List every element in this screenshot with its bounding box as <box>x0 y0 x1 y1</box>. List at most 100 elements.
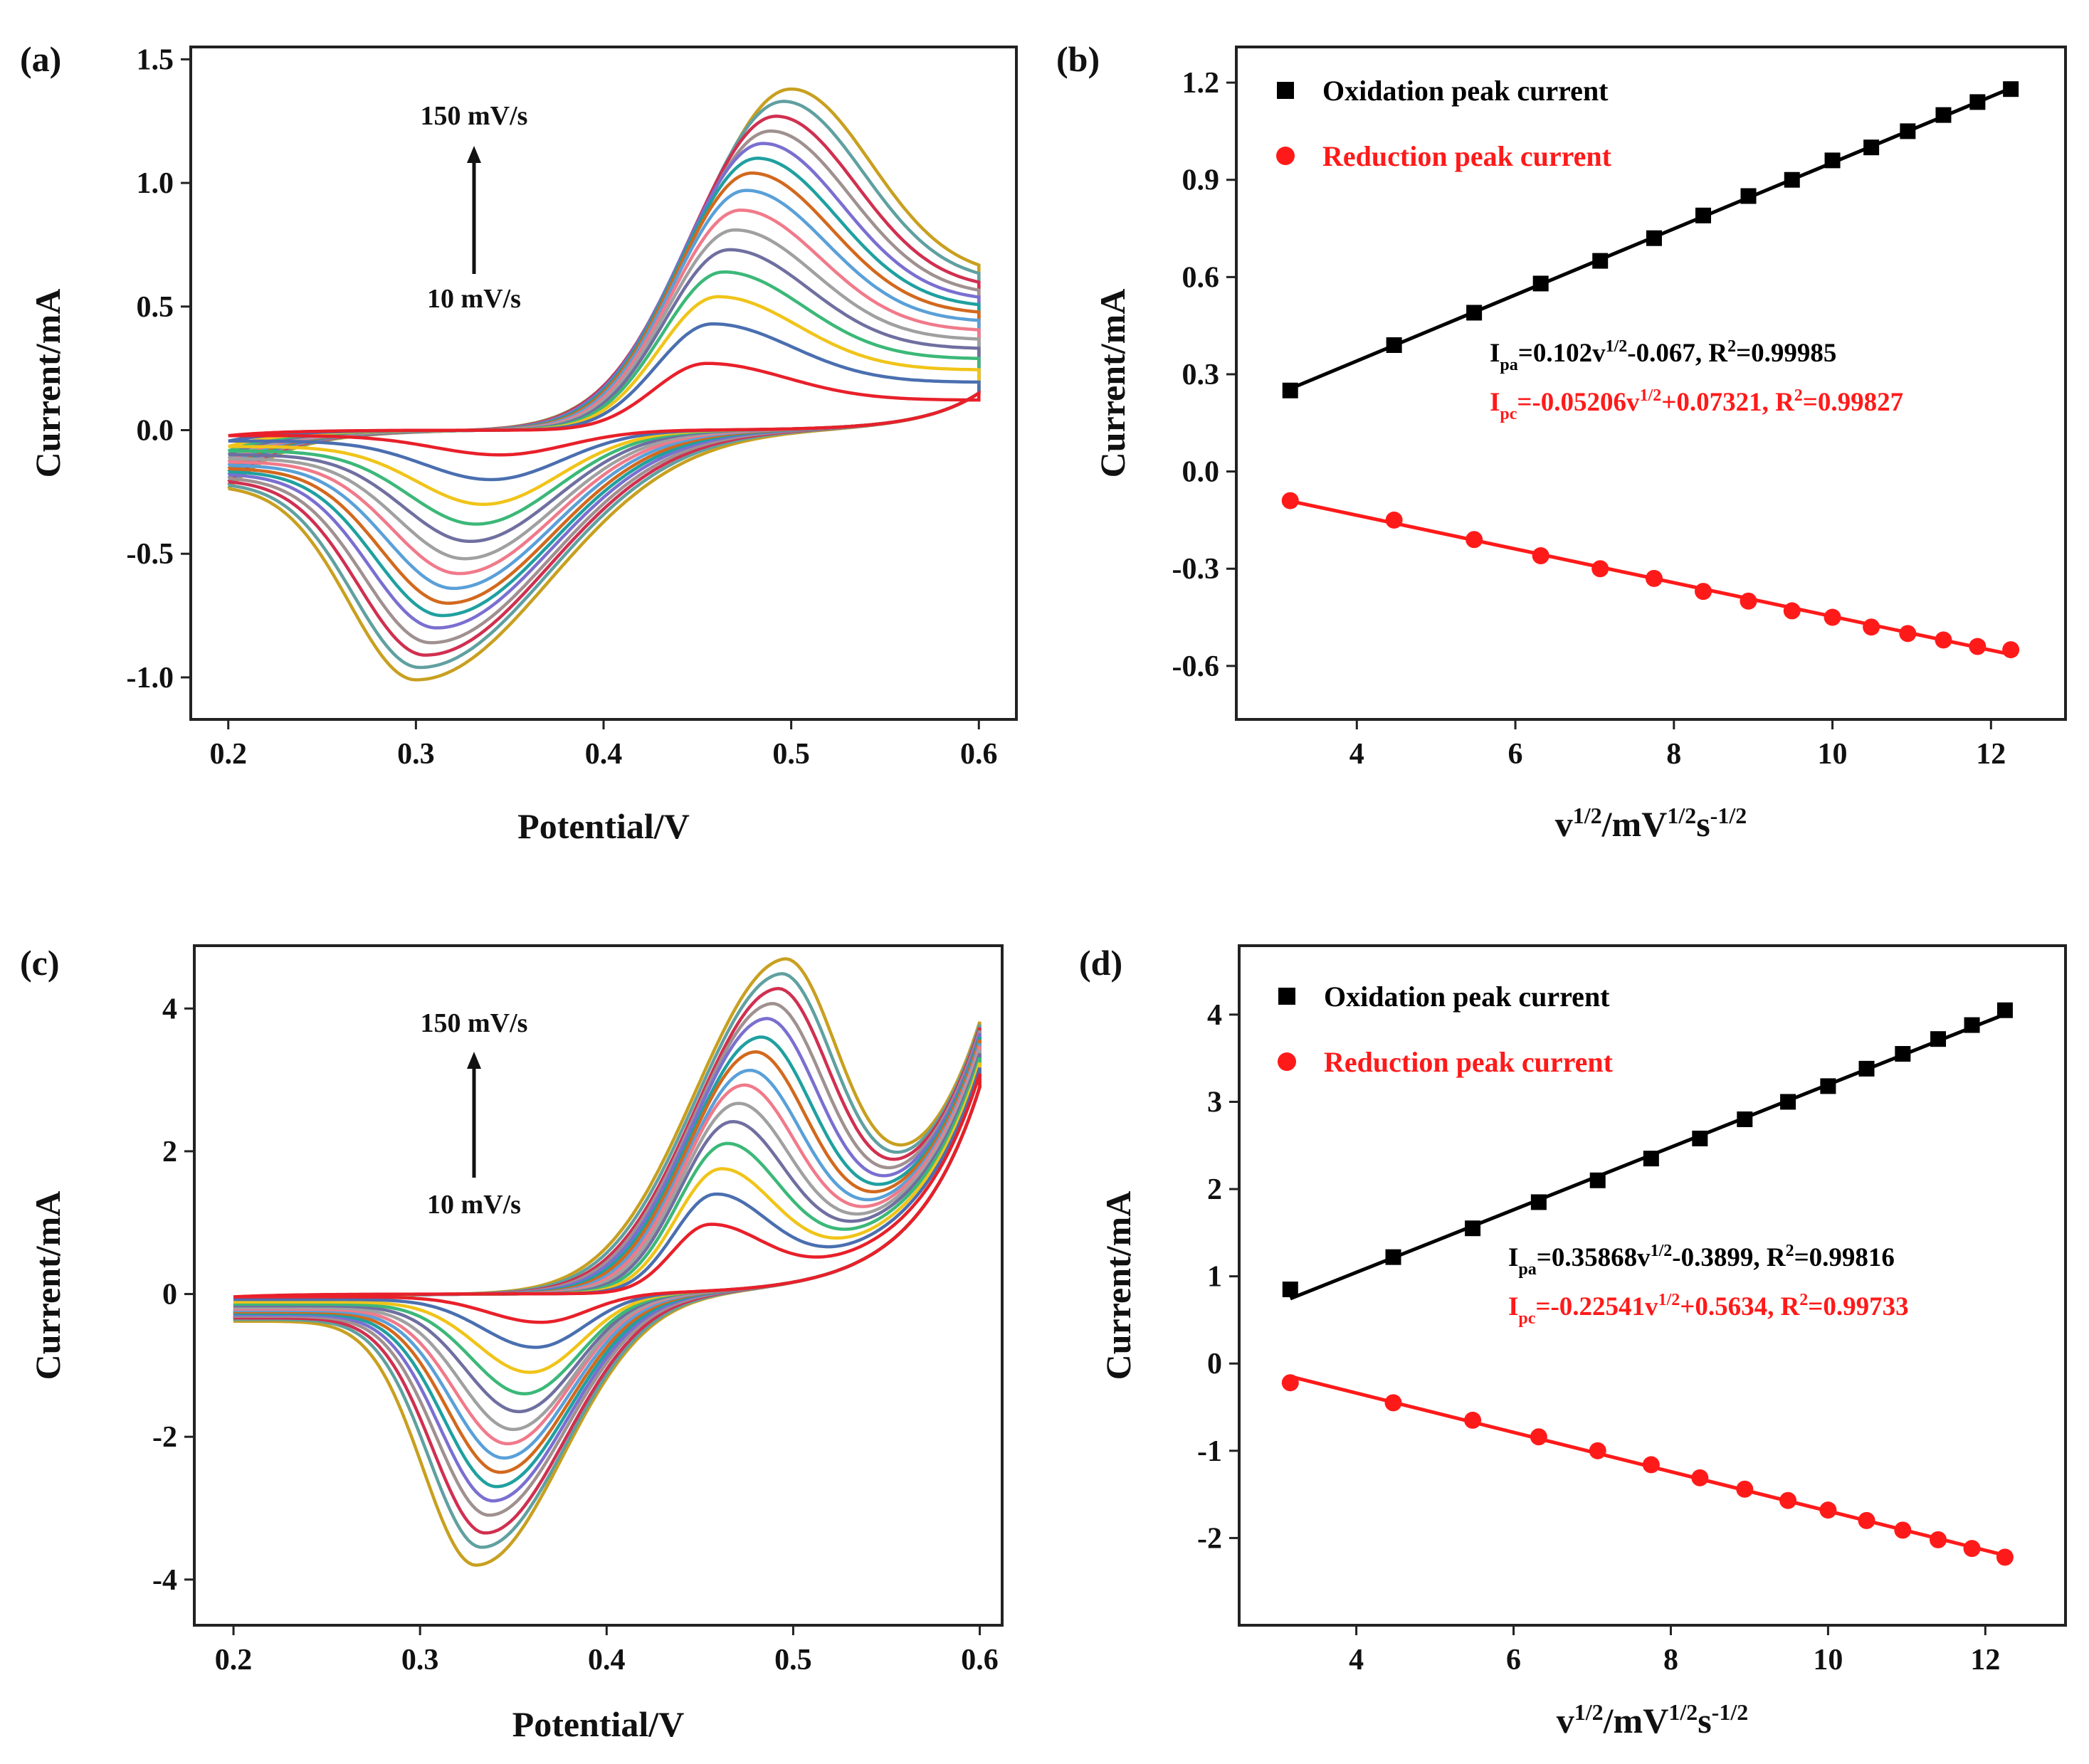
data-point-square <box>2003 81 2019 97</box>
reduction-series <box>1281 1374 2014 1566</box>
cv-curves <box>233 957 982 1567</box>
data-point-circle <box>1996 1548 2014 1566</box>
x-label-superscript: 1/2 <box>1574 1699 1604 1725</box>
fit-equation: Ipa=0.35868v1/2-0.3899, R2=0.99816 <box>1508 1242 1895 1279</box>
legend-square-icon <box>1278 988 1295 1005</box>
legend-label: Oxidation peak current <box>1324 981 1610 1013</box>
y-tick-label: -0.5 <box>127 538 174 571</box>
data-point-square <box>1969 94 1986 110</box>
legend-square-icon <box>1277 82 1294 99</box>
fit-equation: Ipa=0.102v1/2-0.067, R2=0.99985 <box>1490 337 1836 374</box>
data-point-square <box>1282 382 1298 398</box>
x-label-text: /mV <box>1603 1701 1669 1741</box>
y-tick-label: -0.6 <box>1172 650 1220 683</box>
y-tick-label: -1 <box>1197 1435 1222 1468</box>
x-tick-label: 0.5 <box>774 1644 812 1676</box>
data-point-square <box>1737 1111 1753 1127</box>
cv-curves <box>227 87 981 682</box>
data-point-square <box>1643 1151 1659 1167</box>
data-point-square <box>1863 139 1880 156</box>
x-label-superscript: -1/2 <box>1712 1699 1749 1725</box>
legend-label: Reduction peak current <box>1322 140 1612 172</box>
panel-d: (d)4 6 8 10 12-2-101234Current/mAv1/2/mV1/2s… <box>1079 943 2067 1741</box>
reduction-series <box>1281 492 2020 659</box>
fit-equation: Ipc=-0.22541v1/2+0.5634, R2=0.99733 <box>1508 1291 1909 1328</box>
x-label-superscript: 1/2 <box>1573 803 1602 828</box>
y-tick-label: 1 <box>1207 1261 1222 1294</box>
data-point-circle <box>1645 569 1663 587</box>
x-tick-label: 8 <box>1663 1644 1678 1676</box>
panel-label: (c) <box>20 943 60 983</box>
data-point-circle <box>1863 618 1880 636</box>
y-tick-label: 4 <box>162 993 177 1025</box>
y-tick-label: 1.2 <box>1182 67 1220 100</box>
x-tick-label: 12 <box>1970 1644 2000 1676</box>
cv-curve-1 <box>228 361 981 457</box>
panel-c: (c) 0.2 0.3 0.4 0.5 0.6 -4 -2 0 2 4 Current/mA Poten… <box>20 943 1004 1744</box>
equation-part: =0.35868v <box>1537 1243 1651 1272</box>
equation-part: =0.102v <box>1518 339 1606 368</box>
equation-part: =-0.05206v <box>1517 388 1640 417</box>
x-tick-label: 0.3 <box>401 1644 439 1676</box>
equation-part: 1/2 <box>1651 1242 1673 1260</box>
equation-part: 2 <box>1799 1291 1808 1309</box>
x-tick-label: 6 <box>1508 738 1523 771</box>
plot-frame <box>1238 944 2067 1627</box>
equation-part: I <box>1508 1292 1518 1321</box>
x-axis-label: v1/2/mV1/2s-1/2 <box>1557 1699 1748 1741</box>
data-point-square <box>1530 1194 1547 1210</box>
x-axis-label: Potential/V <box>512 1704 685 1744</box>
y-tick-label: 1.5 <box>137 43 174 76</box>
data-point-circle <box>1466 531 1483 549</box>
data-point-circle <box>1819 1501 1837 1519</box>
y-tick-label: 0.5 <box>137 291 174 324</box>
x-tick-label: 0.6 <box>960 738 998 771</box>
equation-part: =0.99827 <box>1803 388 1903 417</box>
x-axis-label: v1/2/mV1/2s-1/2 <box>1555 803 1747 844</box>
y-tick-label: -2 <box>152 1421 177 1454</box>
legend-circle-icon <box>1276 147 1295 165</box>
data-point-square <box>1282 1282 1298 1298</box>
x-label-text: /mV <box>1601 804 1668 844</box>
cv-curve-1 <box>233 1073 982 1324</box>
y-tick-label: -0.3 <box>1172 553 1220 586</box>
data-point-circle <box>1464 1411 1482 1429</box>
equation-part: +0.07321, R <box>1661 388 1795 417</box>
data-point-circle <box>1530 1428 1547 1446</box>
equation-part: pa <box>1500 356 1517 374</box>
plot-frame <box>189 46 1018 721</box>
y-tick-label: -1.0 <box>127 662 174 694</box>
data-point-square <box>1964 1017 1980 1033</box>
data-point-square <box>1465 1220 1481 1237</box>
equation-part: -0.067, R <box>1627 339 1728 368</box>
annotation-150mvs: 150 mV/s <box>421 1008 528 1038</box>
data-point-circle <box>1824 608 1841 626</box>
x-axis-label: Potential/V <box>517 806 690 846</box>
data-point-square <box>1466 305 1483 321</box>
x-tick-label: 0.2 <box>209 738 247 771</box>
data-point-square <box>1592 253 1609 269</box>
equation-part: -0.3899, R <box>1672 1243 1787 1272</box>
equation-part: pa <box>1518 1260 1536 1279</box>
data-point-square <box>1385 1249 1401 1265</box>
data-point-circle <box>1930 1531 1947 1548</box>
data-point-circle <box>1783 602 1801 620</box>
data-point-square <box>1858 1060 1875 1077</box>
y-axis-label: Current/mA <box>28 1191 68 1380</box>
equation-part: I <box>1508 1243 1518 1272</box>
data-point-square <box>1386 337 1402 353</box>
data-point-square <box>1784 171 1800 188</box>
arrow-head-icon <box>467 1052 481 1069</box>
equation-part: I <box>1490 339 1500 368</box>
y-tick-label: 2 <box>162 1136 177 1168</box>
y-axis-label: Current/mA <box>1098 1191 1138 1380</box>
x-label-text: s <box>1696 804 1710 844</box>
fit-equation: Ipc=-0.05206v1/2+0.07321, R2=0.99827 <box>1490 386 1903 423</box>
y-axis-label: Current/mA <box>28 289 68 478</box>
x-tick-label: 4 <box>1349 1644 1364 1676</box>
data-point-square <box>1692 1130 1708 1146</box>
equation-part: =0.99985 <box>1736 339 1836 368</box>
panel-a: (a) 0.2 0.3 0.4 0.5 0.6 -1.0 -0.5 0.0 0.5 1.0 1.5 Cu… <box>20 39 1018 846</box>
equation-part: =-0.22541v <box>1535 1292 1658 1321</box>
